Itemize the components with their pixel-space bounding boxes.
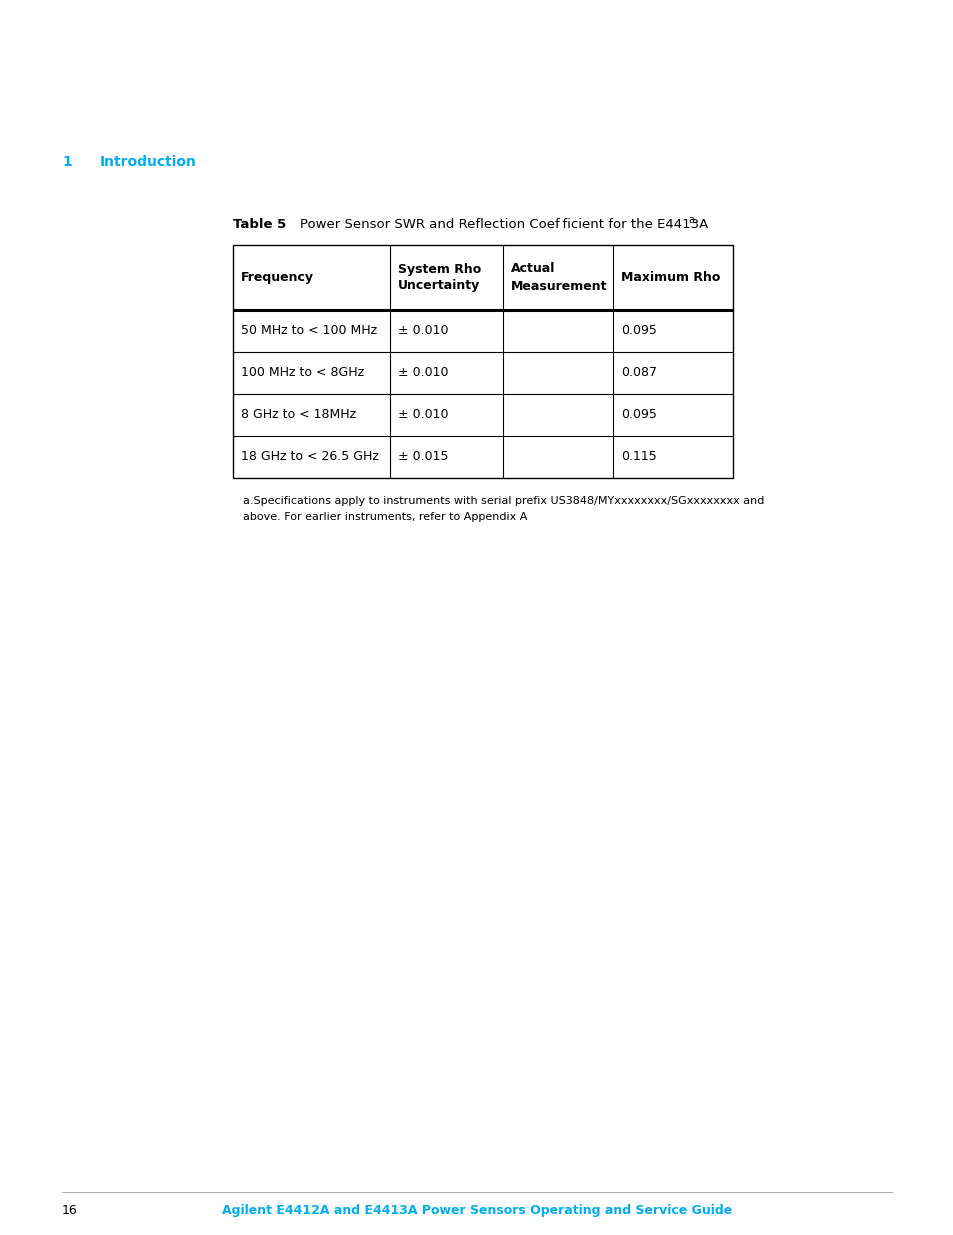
Text: a.Specifications apply to instruments with serial prefix US3848/MYxxxxxxxx/SGxxx: a.Specifications apply to instruments wi…	[243, 496, 763, 506]
Text: System Rho
Uncertainty: System Rho Uncertainty	[397, 263, 480, 293]
Text: Frequency: Frequency	[241, 270, 314, 284]
Text: 0.095: 0.095	[620, 409, 657, 421]
Text: 8 GHz to < 18MHz: 8 GHz to < 18MHz	[241, 409, 355, 421]
Text: 0.087: 0.087	[620, 367, 657, 379]
Text: 50 MHz to < 100 MHz: 50 MHz to < 100 MHz	[241, 325, 376, 337]
Text: 0.115: 0.115	[620, 451, 656, 463]
Text: 0.095: 0.095	[620, 325, 657, 337]
Text: Table 5: Table 5	[233, 219, 286, 231]
Text: ± 0.015: ± 0.015	[397, 451, 448, 463]
Bar	[233, 245, 732, 478]
Text: 18 GHz to < 26.5 GHz: 18 GHz to < 26.5 GHz	[241, 451, 378, 463]
Text: Maximum Rho: Maximum Rho	[620, 270, 720, 284]
Text: a: a	[687, 215, 693, 225]
Text: Agilent E4412A and E4413A Power Sensors Operating and Service Guide: Agilent E4412A and E4413A Power Sensors …	[222, 1204, 731, 1216]
Text: 100 MHz to < 8GHz: 100 MHz to < 8GHz	[241, 367, 364, 379]
Text: 16: 16	[62, 1204, 77, 1216]
Text: Introduction: Introduction	[100, 156, 196, 169]
Text: 1: 1	[62, 156, 71, 169]
Text: ± 0.010: ± 0.010	[397, 325, 448, 337]
Text: ± 0.010: ± 0.010	[397, 409, 448, 421]
Text: Power Sensor SWR and Reflection Coef ficient for the E4413A: Power Sensor SWR and Reflection Coef fic…	[299, 219, 707, 231]
Text: above. For earlier instruments, refer to Appendix A: above. For earlier instruments, refer to…	[243, 513, 527, 522]
Text: ± 0.010: ± 0.010	[397, 367, 448, 379]
Text: Actual
Measurement: Actual Measurement	[511, 263, 607, 293]
